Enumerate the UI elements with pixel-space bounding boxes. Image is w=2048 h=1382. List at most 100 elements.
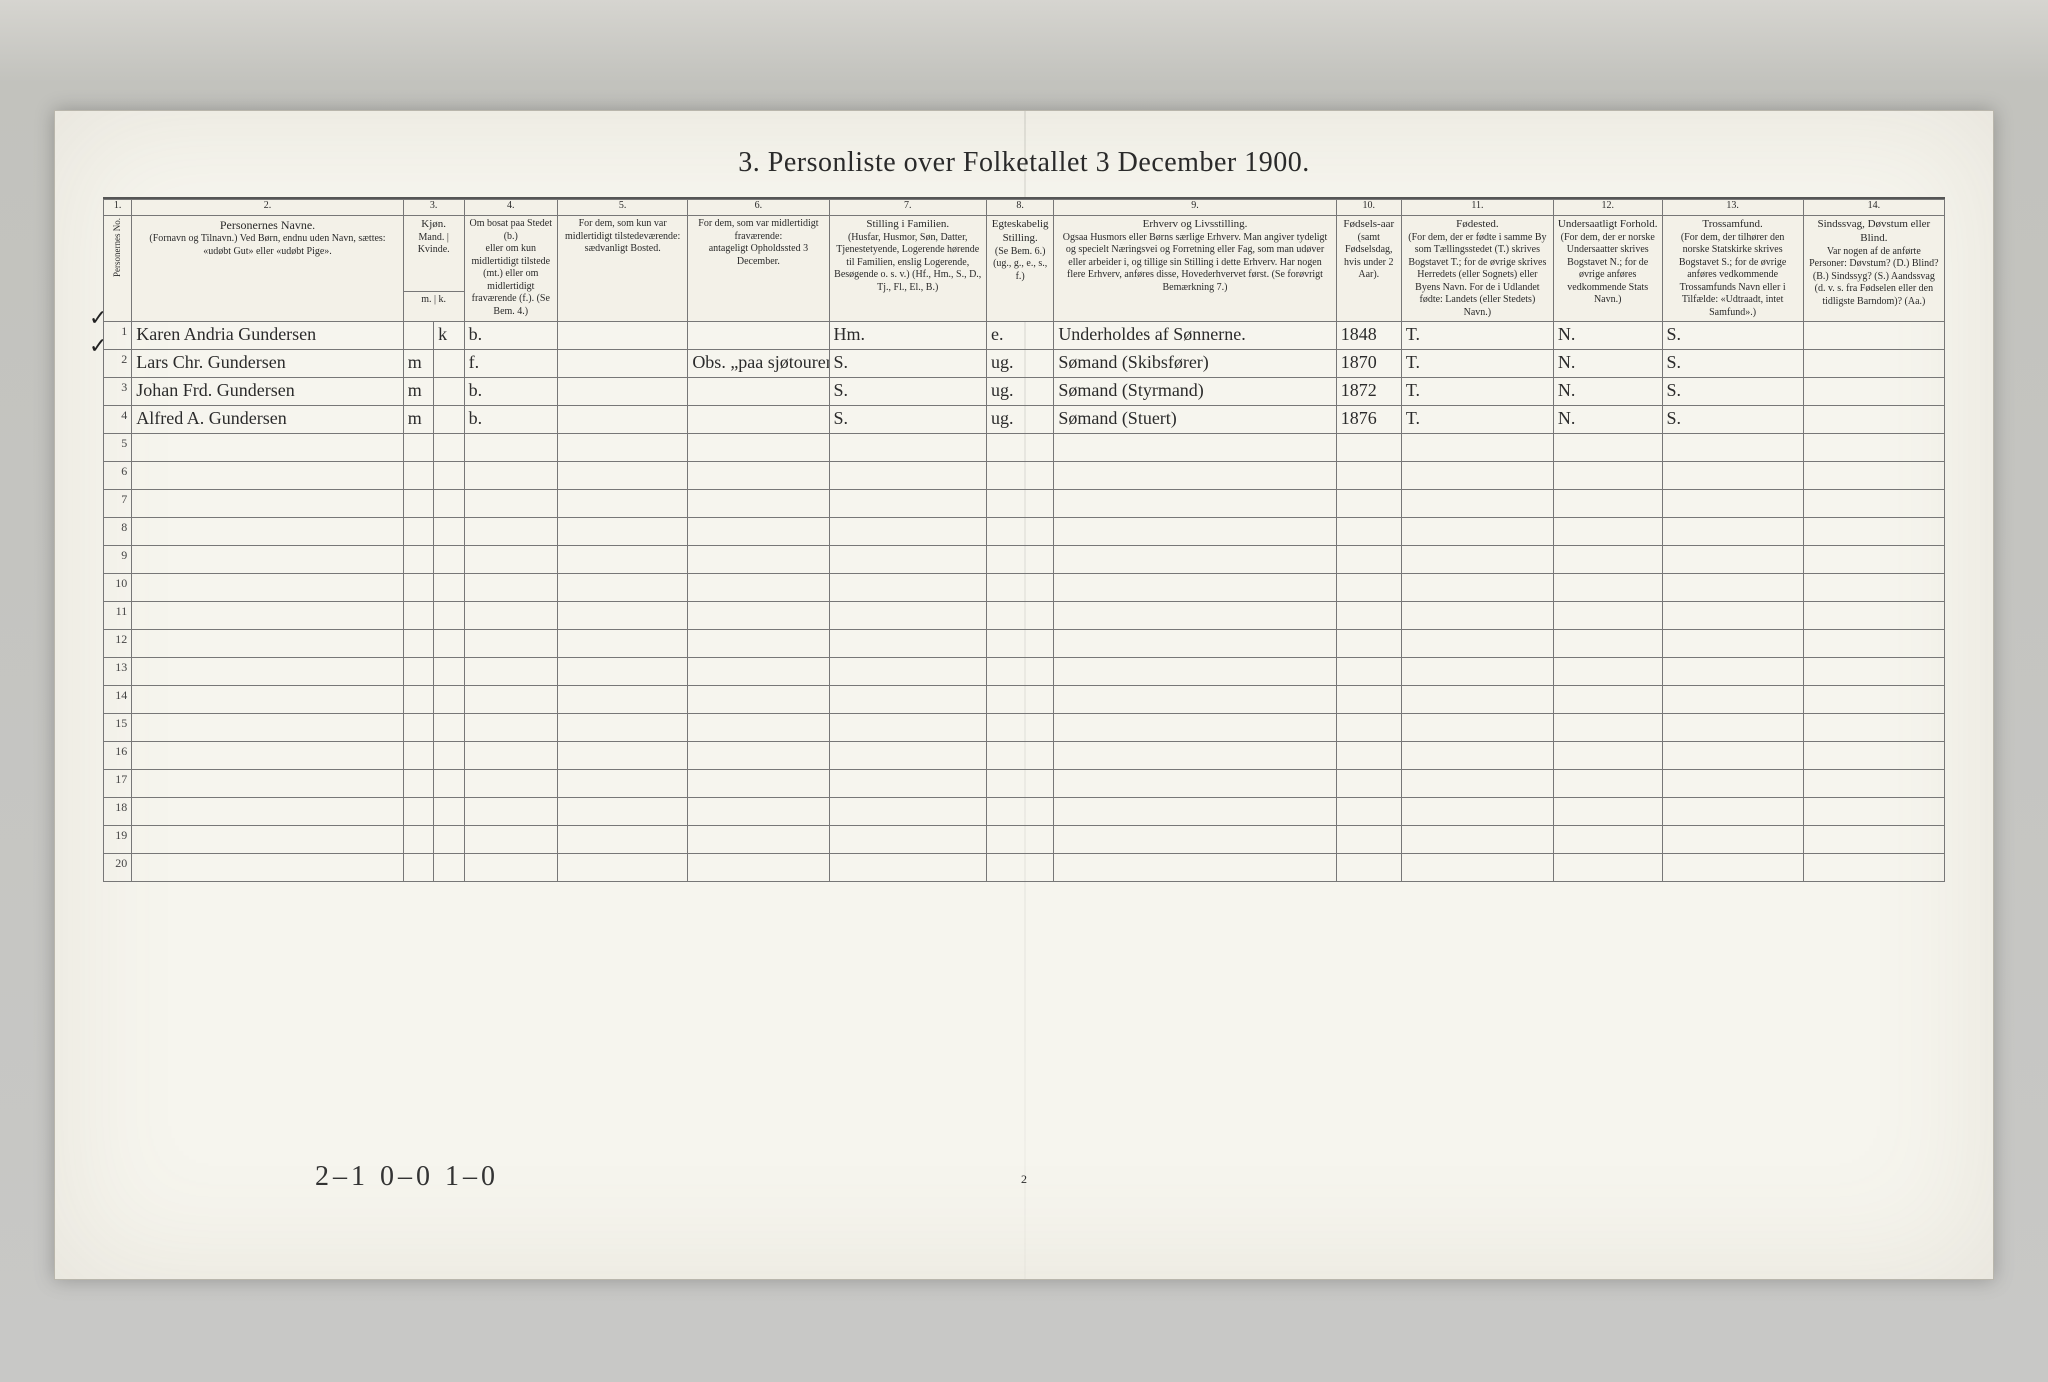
cell-empty	[434, 462, 464, 490]
cell-empty	[434, 798, 464, 826]
cell-empty	[403, 630, 433, 658]
colnum-10: 10.	[1336, 200, 1401, 216]
cell-empty	[132, 518, 404, 546]
cell-empty	[557, 770, 687, 798]
hdr-c12: Undersaatligt Forhold. (For dem, der er …	[1553, 216, 1662, 322]
hdr-c6: For dem, som var midlertidigt fraværende…	[688, 216, 829, 322]
cell-empty	[434, 574, 464, 602]
census-table: 1. 2. 3. 4. 5. 6. 7. 8. 9. 10. 11. 12. 1…	[103, 199, 1945, 882]
cell-empty	[557, 462, 687, 490]
cell-c9: Sømand (Stuert)	[1054, 406, 1336, 434]
cell-c9: Sømand (Skibsfører)	[1054, 350, 1336, 378]
cell-c7: S.	[829, 378, 986, 406]
cell-c5	[557, 378, 687, 406]
colnum-8: 8.	[986, 200, 1053, 216]
table-wrap: 1. 2. 3. 4. 5. 6. 7. 8. 9. 10. 11. 12. 1…	[103, 197, 1945, 882]
cell-empty	[1803, 826, 1944, 854]
cell-empty	[1803, 686, 1944, 714]
cell-empty	[986, 742, 1053, 770]
cell-empty	[403, 798, 433, 826]
table-row: 13	[104, 658, 1945, 686]
hdr-c2: Personernes Navne. (Fornavn og Tilnavn.)…	[132, 216, 404, 322]
cell-empty	[1336, 714, 1401, 742]
cell-c12: N.	[1553, 378, 1662, 406]
cell-empty	[1401, 658, 1553, 686]
cell-c9: Sømand (Styrmand)	[1054, 378, 1336, 406]
cell-empty	[829, 742, 986, 770]
cell-empty	[403, 826, 433, 854]
cell-empty	[986, 546, 1053, 574]
cell-empty	[829, 798, 986, 826]
cell-empty	[1336, 602, 1401, 630]
cell-c12: N.	[1553, 350, 1662, 378]
cell-empty: 15	[104, 714, 132, 742]
cell-empty	[464, 518, 557, 546]
cell-empty	[557, 742, 687, 770]
cell-empty	[132, 490, 404, 518]
cell-empty	[434, 630, 464, 658]
cell-empty	[688, 798, 829, 826]
cell-empty	[403, 490, 433, 518]
colnum-9: 9.	[1054, 200, 1336, 216]
cell-empty	[1336, 490, 1401, 518]
cell-empty	[403, 742, 433, 770]
cell-empty	[1803, 434, 1944, 462]
cell-empty	[132, 462, 404, 490]
cell-empty	[1054, 462, 1336, 490]
cell-empty	[1553, 574, 1662, 602]
cell-empty	[1553, 826, 1662, 854]
cell-empty	[1662, 770, 1803, 798]
cell-empty	[688, 630, 829, 658]
table-row: 17	[104, 770, 1945, 798]
cell-empty: 11	[104, 602, 132, 630]
cell-empty	[434, 518, 464, 546]
cell-empty	[1553, 602, 1662, 630]
page-title: 3. Personliste over Folketallet 3 Decemb…	[55, 147, 1993, 179]
table-row: 6	[104, 462, 1945, 490]
cell-empty	[434, 686, 464, 714]
cell-empty	[1401, 574, 1553, 602]
cell-empty	[688, 826, 829, 854]
cell-empty	[1662, 434, 1803, 462]
cell-empty	[1401, 770, 1553, 798]
cell-empty	[1054, 546, 1336, 574]
table-row: 18	[104, 798, 1945, 826]
cell-empty: 12	[104, 630, 132, 658]
cell-empty	[434, 546, 464, 574]
cell-empty	[1054, 602, 1336, 630]
page-number: 2	[1021, 1172, 1027, 1187]
cell-empty	[403, 854, 433, 882]
cell-empty	[1803, 518, 1944, 546]
cell-c7: S.	[829, 406, 986, 434]
cell-empty	[464, 826, 557, 854]
table-row: 10	[104, 574, 1945, 602]
cell-empty	[1803, 770, 1944, 798]
cell-empty: 14	[104, 686, 132, 714]
cell-empty	[1401, 826, 1553, 854]
cell-empty	[986, 602, 1053, 630]
cell-empty	[464, 714, 557, 742]
cell-empty	[688, 658, 829, 686]
cell-c5	[557, 406, 687, 434]
cell-empty	[1336, 546, 1401, 574]
cell-empty	[132, 826, 404, 854]
cell-empty	[688, 686, 829, 714]
cell-bosat: b.	[464, 406, 557, 434]
cell-empty	[688, 518, 829, 546]
cell-empty	[1662, 826, 1803, 854]
cell-empty	[434, 602, 464, 630]
table-row: 3Johan Frd. Gundersenmb.S.ug.Sømand (Sty…	[104, 378, 1945, 406]
cell-c6	[688, 406, 829, 434]
cell-no: 3	[104, 378, 132, 406]
cell-c10: 1848	[1336, 322, 1401, 350]
cell-empty	[1553, 518, 1662, 546]
cell-empty	[1054, 574, 1336, 602]
table-row: 19	[104, 826, 1945, 854]
cell-bosat: f.	[464, 350, 557, 378]
cell-c5	[557, 322, 687, 350]
cell-sex_k	[434, 350, 464, 378]
cell-empty	[1401, 798, 1553, 826]
cell-empty	[1803, 490, 1944, 518]
cell-empty	[403, 434, 433, 462]
cell-empty	[1662, 602, 1803, 630]
